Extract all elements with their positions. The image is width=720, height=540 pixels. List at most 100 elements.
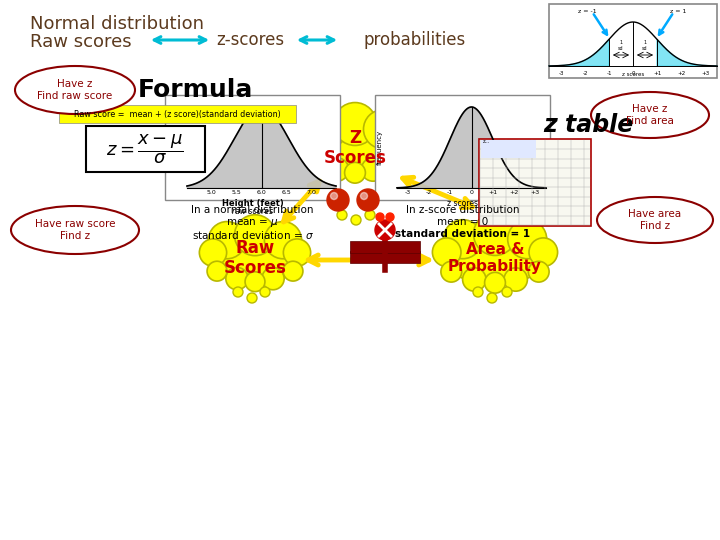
Circle shape	[375, 220, 395, 240]
Circle shape	[386, 213, 394, 221]
Text: 7.0: 7.0	[306, 190, 316, 195]
Circle shape	[235, 215, 276, 255]
Circle shape	[247, 293, 257, 303]
Text: +3: +3	[701, 71, 709, 76]
Circle shape	[528, 261, 549, 282]
Circle shape	[473, 287, 483, 297]
Ellipse shape	[11, 206, 139, 254]
Text: 5.0: 5.0	[207, 190, 217, 195]
Circle shape	[361, 192, 367, 199]
FancyBboxPatch shape	[350, 251, 420, 263]
Text: Height (feet): Height (feet)	[222, 199, 284, 208]
Text: Formula: Formula	[138, 78, 253, 102]
Text: Raw score =  mean + (z score)(standard deviation): Raw score = mean + (z score)(standard de…	[73, 110, 280, 118]
Circle shape	[382, 151, 403, 172]
Ellipse shape	[591, 92, 709, 138]
Text: raw scores: raw scores	[232, 207, 273, 216]
Text: Z
Scores: Z Scores	[323, 129, 387, 167]
Text: -2: -2	[582, 71, 588, 76]
Text: Have raw score
Find z: Have raw score Find z	[35, 219, 115, 241]
Circle shape	[485, 272, 505, 293]
Text: 0: 0	[469, 190, 474, 195]
Circle shape	[357, 189, 379, 211]
Text: Have area
Find z: Have area Find z	[629, 209, 682, 231]
Text: -3: -3	[558, 71, 564, 76]
Circle shape	[207, 261, 227, 281]
Circle shape	[226, 267, 248, 290]
Circle shape	[433, 238, 461, 267]
Circle shape	[337, 210, 347, 220]
Text: 5.5: 5.5	[232, 190, 241, 195]
Ellipse shape	[597, 197, 713, 243]
Text: standard deviation = 1: standard deviation = 1	[395, 229, 530, 239]
Ellipse shape	[446, 235, 544, 285]
Circle shape	[383, 128, 411, 157]
Text: 1
sd: 1 sd	[618, 40, 624, 51]
Text: 0: 0	[631, 71, 635, 76]
Circle shape	[508, 220, 546, 259]
Text: Area &
Probability: Area & Probability	[448, 242, 542, 274]
Text: z = 1: z = 1	[670, 9, 687, 14]
Text: z = -1: z = -1	[578, 9, 597, 14]
Polygon shape	[397, 107, 546, 188]
Text: In z-score distribution: In z-score distribution	[406, 205, 519, 215]
Text: In a normal distribution: In a normal distribution	[192, 205, 314, 215]
Ellipse shape	[212, 237, 297, 284]
FancyBboxPatch shape	[375, 95, 550, 200]
Text: -3: -3	[405, 190, 411, 195]
Circle shape	[327, 189, 349, 211]
Text: +2: +2	[510, 190, 518, 195]
Circle shape	[345, 163, 365, 183]
Circle shape	[264, 221, 302, 259]
Circle shape	[529, 238, 557, 267]
Ellipse shape	[312, 126, 397, 174]
Circle shape	[441, 261, 462, 282]
Circle shape	[283, 261, 303, 281]
Circle shape	[307, 151, 328, 172]
Polygon shape	[657, 39, 717, 66]
Text: frequency: frequency	[377, 130, 383, 165]
Text: mean = 0: mean = 0	[437, 217, 488, 227]
Text: z...: z...	[483, 139, 490, 144]
Text: $z = \dfrac{x-\mu}{\sigma}$: $z = \dfrac{x-\mu}{\sigma}$	[106, 132, 184, 166]
Circle shape	[333, 103, 377, 145]
Circle shape	[245, 272, 265, 292]
Text: 6.5: 6.5	[282, 190, 291, 195]
Circle shape	[463, 268, 486, 291]
Circle shape	[376, 213, 384, 221]
Text: -1: -1	[606, 71, 612, 76]
Circle shape	[233, 287, 243, 297]
Text: z scores: z scores	[622, 72, 644, 77]
FancyBboxPatch shape	[86, 126, 205, 172]
Circle shape	[199, 239, 227, 266]
Circle shape	[262, 267, 284, 290]
Text: Raw
Scores: Raw Scores	[224, 239, 287, 276]
FancyBboxPatch shape	[549, 4, 717, 78]
Text: -2: -2	[426, 190, 432, 195]
Text: +1: +1	[488, 190, 498, 195]
Text: standard deviation = $\sigma$: standard deviation = $\sigma$	[192, 229, 313, 241]
FancyBboxPatch shape	[481, 140, 536, 158]
FancyBboxPatch shape	[59, 105, 296, 123]
Text: Raw scores: Raw scores	[30, 33, 132, 51]
FancyBboxPatch shape	[479, 139, 591, 226]
Circle shape	[307, 110, 346, 148]
Text: Normal distribution: Normal distribution	[30, 15, 204, 33]
Circle shape	[502, 287, 512, 297]
Text: z-scores: z-scores	[216, 31, 284, 49]
Circle shape	[364, 110, 402, 148]
Circle shape	[299, 128, 328, 157]
Text: +2: +2	[677, 71, 685, 76]
Text: Have z
Find raw score: Have z Find raw score	[37, 79, 112, 101]
Circle shape	[504, 268, 528, 291]
Text: 1
sd: 1 sd	[642, 40, 648, 51]
Circle shape	[474, 213, 516, 255]
Circle shape	[444, 220, 482, 259]
Circle shape	[208, 221, 246, 259]
Polygon shape	[549, 39, 609, 66]
Text: Have z
Find area: Have z Find area	[626, 104, 674, 126]
Circle shape	[325, 158, 348, 181]
Polygon shape	[187, 107, 336, 188]
Ellipse shape	[15, 66, 135, 114]
Text: +3: +3	[531, 190, 540, 195]
